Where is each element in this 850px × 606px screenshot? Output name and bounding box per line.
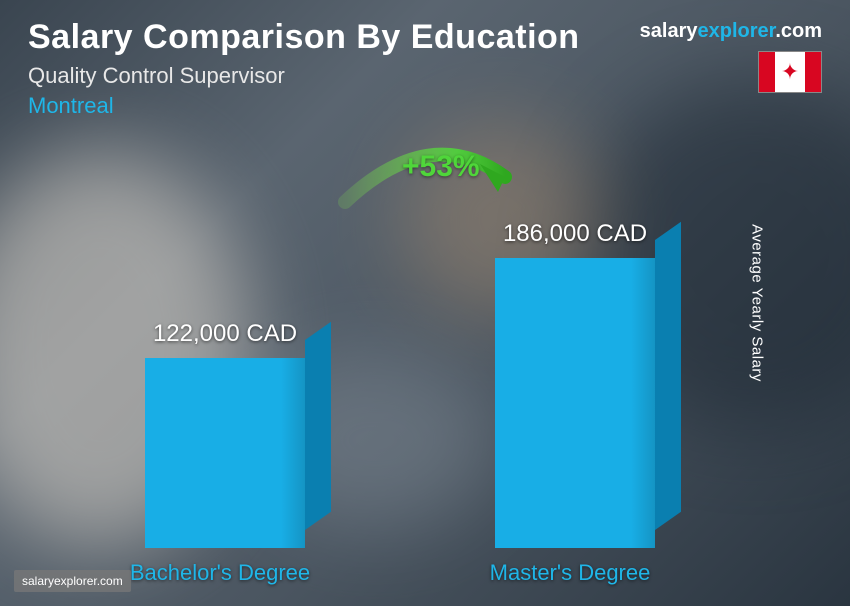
country-flag-icon: ✦: [758, 51, 822, 93]
bar-category-label: Master's Degree: [490, 560, 651, 586]
brand-block: salaryexplorer.com ✦: [640, 20, 822, 93]
y-axis-label: Average Yearly Salary: [749, 224, 766, 382]
bar-front-face: [495, 258, 655, 548]
maple-leaf-icon: ✦: [781, 61, 799, 83]
city-name: Montreal: [28, 93, 822, 119]
bar-3d: [145, 358, 305, 548]
bar-value-label: 122,000 CAD: [153, 320, 297, 348]
watermark: salaryexplorer.com: [14, 570, 131, 592]
bar-category-label: Bachelor's Degree: [130, 560, 310, 586]
bar-front-face: [145, 358, 305, 548]
percent-increase-label: +53%: [402, 150, 480, 184]
bar-3d: [495, 258, 655, 548]
bar-side-face: [655, 222, 681, 530]
brand-part-salary: salary: [640, 20, 698, 42]
bar-side-face: [305, 322, 331, 530]
brand-part-com: .com: [775, 20, 822, 42]
bar-group: 122,000 CAD: [140, 320, 310, 548]
bar-group: 186,000 CAD: [490, 220, 660, 548]
increase-indicator: +53%: [330, 132, 540, 227]
brand-logo-text: salaryexplorer.com: [640, 20, 822, 43]
brand-part-explorer: explorer: [697, 20, 775, 42]
